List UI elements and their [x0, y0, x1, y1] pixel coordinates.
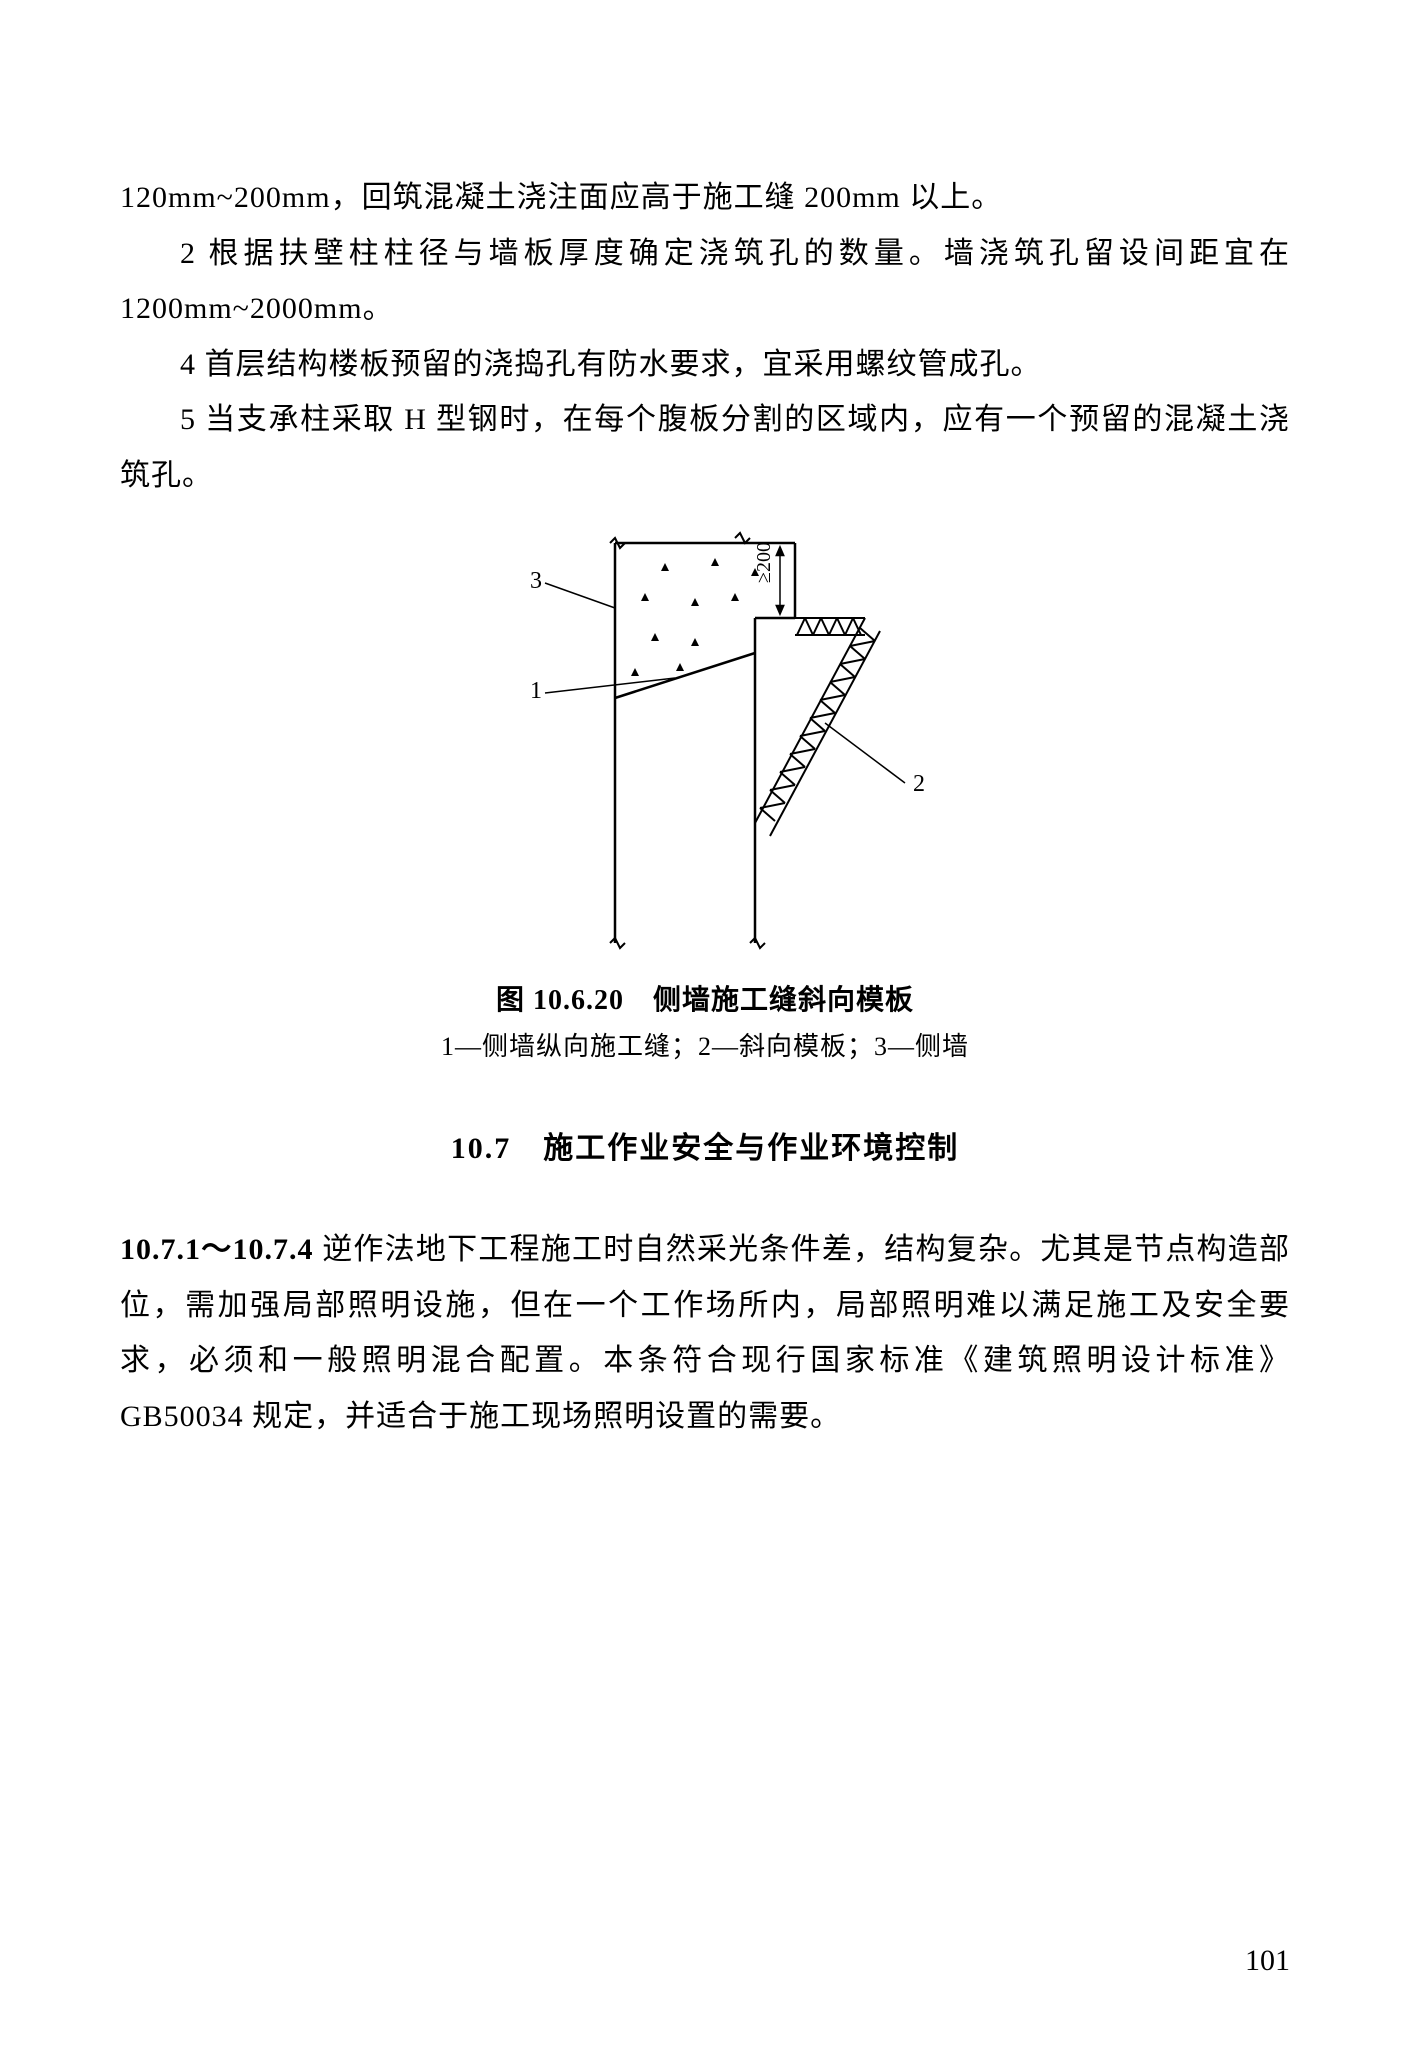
figure-caption: 图 10.6.20 侧墙施工缝斜向模板: [120, 978, 1290, 1018]
figure-label-1: 1: [530, 678, 542, 704]
figure-label-3: 3: [530, 568, 542, 594]
figure-dim-text: ≥200: [753, 542, 775, 583]
figure-diagram: ≥200 3 1 2: [435, 523, 975, 968]
paragraph-5: 10.7.1～10.7.4 逆作法地下工程施工时自然采光条件差，结构复杂。尤其是…: [120, 1222, 1290, 1444]
figure-legend: 1—侧墙纵向施工缝；2—斜向模板；3—侧墙: [120, 1026, 1290, 1063]
paragraph-3: 4 首层结构楼板预留的浇捣孔有防水要求，宜采用螺纹管成孔。: [120, 337, 1290, 393]
paragraph-1: 120mm~200mm，回筑混凝土浇注面应高于施工缝 200mm 以上。: [120, 170, 1290, 226]
section-title: 10.7 施工作业安全与作业环境控制: [120, 1123, 1290, 1167]
paragraph-4: 5 当支承柱采取 H 型钢时，在每个腹板分割的区域内，应有一个预留的混凝土浇筑孔…: [120, 392, 1290, 503]
paragraph-5-bold: 10.7.1～10.7.4: [120, 1233, 313, 1266]
paragraph-2: 2 根据扶壁柱柱径与墙板厚度确定浇筑孔的数量。墙浇筑孔留设间距宜在 1200mm…: [120, 226, 1290, 337]
page-number: 101: [1245, 1944, 1290, 1978]
figure-label-2: 2: [913, 771, 925, 797]
figure-container: ≥200 3 1 2 图 10.6.20 侧墙施工缝斜向模板 1—侧墙纵向施工缝…: [120, 523, 1290, 1063]
